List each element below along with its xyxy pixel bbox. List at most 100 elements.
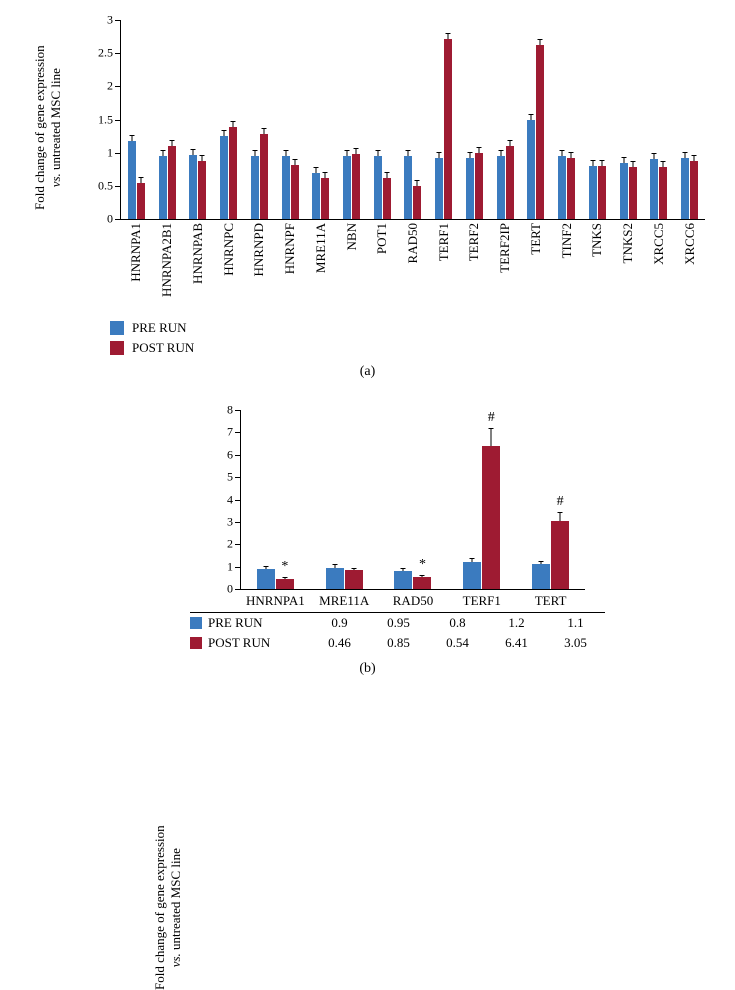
bar-post bbox=[345, 570, 363, 589]
table-cell: 0.46 bbox=[310, 635, 369, 651]
error-bar bbox=[541, 561, 542, 564]
error-bar bbox=[140, 177, 141, 183]
bar-group: #TERF1 bbox=[447, 410, 516, 589]
bar-pre bbox=[128, 141, 136, 219]
ytick-label: 5 bbox=[227, 470, 233, 485]
table-cell: 0.8 bbox=[428, 615, 487, 631]
error-bar bbox=[265, 566, 266, 569]
bar-post: * bbox=[276, 579, 294, 589]
chart-b-plot: *HNRNPA1MRE11A*RAD50#TERF1#TERT 01234567… bbox=[240, 410, 585, 590]
ytick-label: 2 bbox=[107, 79, 113, 94]
ytick bbox=[235, 432, 241, 433]
x-label: XRCC6 bbox=[682, 223, 698, 265]
bar-group: XRCC5 bbox=[643, 20, 674, 219]
chart-b-wrap: Fold change of gene expression vs. untre… bbox=[20, 410, 715, 677]
table-cell: 3.05 bbox=[546, 635, 605, 651]
x-label: TERF2 bbox=[466, 223, 482, 261]
x-label: RAD50 bbox=[405, 223, 421, 263]
table-cell: 0.95 bbox=[369, 615, 428, 631]
x-label: MRE11A bbox=[313, 223, 329, 273]
error-bar bbox=[162, 150, 163, 156]
ytick bbox=[235, 455, 241, 456]
bar-post bbox=[383, 178, 391, 219]
ytick bbox=[235, 544, 241, 545]
error-bar bbox=[448, 33, 449, 39]
bar-pre bbox=[558, 156, 566, 219]
bar-group: HNRNPF bbox=[275, 20, 306, 219]
chart-a-wrap: Fold change of gene expression vs. untre… bbox=[20, 20, 715, 380]
bar-post bbox=[567, 158, 575, 219]
ylabel-line1-b: Fold change of gene expression bbox=[152, 825, 167, 990]
ytick-label: 2 bbox=[227, 537, 233, 552]
x-label: TERF2IP bbox=[497, 223, 513, 273]
bar-group: TERF1 bbox=[428, 20, 459, 219]
error-bar bbox=[254, 150, 255, 156]
table-row-pre: PRE RUN 0.90.950.81.21.1 bbox=[190, 613, 605, 633]
ytick bbox=[115, 120, 121, 121]
ylabel-line2-b: vs. untreated MSC line bbox=[168, 848, 183, 967]
ytick-label: 0.5 bbox=[98, 178, 113, 193]
table-cell: 0.54 bbox=[428, 635, 487, 651]
x-label: NBN bbox=[344, 223, 360, 250]
bar-group: TNKS bbox=[582, 20, 613, 219]
chart-a-caption: (a) bbox=[20, 364, 715, 380]
ytick bbox=[115, 86, 121, 87]
error-bar bbox=[334, 564, 335, 567]
error-bar bbox=[233, 121, 234, 127]
bar-pre bbox=[589, 166, 597, 219]
chart-a-bars: HNRNPA1HNRNPA2B1HNRNPABHNRNPCHNRNPDHNRNP… bbox=[121, 20, 705, 219]
ytick-label: 8 bbox=[227, 403, 233, 418]
bar-pre bbox=[650, 159, 658, 219]
ytick-label: 1 bbox=[227, 559, 233, 574]
error-bar bbox=[632, 161, 633, 167]
error-bar bbox=[685, 152, 686, 158]
ylabel-line2: vs. untreated MSC line bbox=[48, 68, 63, 187]
x-label: HNRNPF bbox=[282, 223, 298, 274]
chart-b-ylabel: Fold change of gene expression vs. untre… bbox=[152, 825, 184, 990]
error-bar bbox=[491, 428, 492, 446]
error-bar bbox=[500, 150, 501, 156]
bar-group: TERT bbox=[521, 20, 552, 219]
error-bar bbox=[284, 577, 285, 579]
bar-group: *HNRNPA1 bbox=[241, 410, 310, 589]
bar-post bbox=[444, 39, 452, 219]
bar-post bbox=[291, 165, 299, 219]
legend-pre-label: PRE RUN bbox=[132, 320, 187, 336]
ytick bbox=[115, 219, 121, 220]
ytick bbox=[235, 410, 241, 411]
x-label: TERF1 bbox=[463, 593, 501, 609]
bar-pre bbox=[159, 156, 167, 219]
error-bar bbox=[294, 159, 295, 165]
error-bar bbox=[386, 172, 387, 178]
bar-post bbox=[352, 154, 360, 219]
error-bar bbox=[347, 150, 348, 156]
error-bar bbox=[356, 148, 357, 154]
table-cell: 1.2 bbox=[487, 615, 546, 631]
x-label: HNRNPAB bbox=[190, 223, 206, 284]
x-label: HNRNPC bbox=[221, 223, 237, 276]
error-bar bbox=[540, 39, 541, 45]
x-label: TINF2 bbox=[559, 223, 575, 258]
error-bar bbox=[509, 140, 510, 146]
chart-a-plot: HNRNPA1HNRNPA2B1HNRNPABHNRNPCHNRNPDHNRNP… bbox=[120, 20, 705, 220]
bar-post bbox=[536, 45, 544, 219]
ytick-label: 1.5 bbox=[98, 112, 113, 127]
bar-group: HNRNPD bbox=[244, 20, 275, 219]
bar-pre bbox=[312, 173, 320, 219]
error-bar bbox=[325, 172, 326, 178]
error-bar bbox=[531, 114, 532, 120]
bar-pre bbox=[394, 571, 412, 589]
error-bar bbox=[663, 161, 664, 167]
bar-post bbox=[229, 127, 237, 219]
bar-pre bbox=[282, 156, 290, 219]
bar-group: HNRNPC bbox=[213, 20, 244, 219]
bar-pre bbox=[435, 158, 443, 219]
error-bar bbox=[422, 575, 423, 577]
bar-post bbox=[659, 167, 667, 219]
error-bar bbox=[694, 155, 695, 161]
ytick-label: 0 bbox=[107, 212, 113, 227]
x-label: TERT bbox=[535, 593, 567, 609]
bar-pre bbox=[257, 569, 275, 589]
bar-post bbox=[198, 161, 206, 219]
ytick bbox=[235, 522, 241, 523]
